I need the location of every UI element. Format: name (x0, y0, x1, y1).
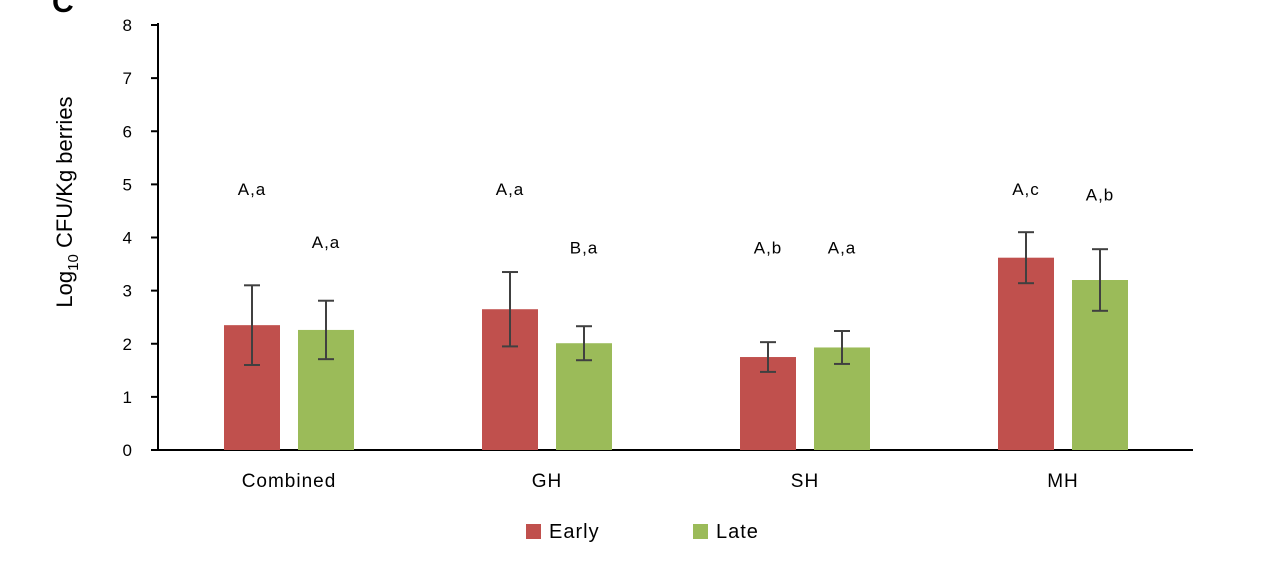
y-label-suffix: CFU/Kg berries (52, 96, 77, 254)
y-tick-label: 1 (123, 388, 132, 407)
y-tick-label: 3 (123, 282, 132, 301)
significance-label: A,a (496, 180, 525, 199)
y-axis-label: Log10 CFU/Kg berries (52, 96, 82, 307)
category-label: SH (791, 471, 819, 492)
legend-swatch-late (693, 524, 708, 539)
legend-label-early: Early (549, 521, 600, 543)
significance-label: A,a (828, 238, 857, 257)
significance-label: A,b (754, 238, 783, 257)
significance-label: A,b (1086, 185, 1115, 204)
y-tick-label: 4 (123, 229, 132, 248)
legend-label-late: Late (716, 521, 759, 543)
significance-label: A,a (238, 180, 267, 199)
category-labels: Combined GH SH MH (242, 471, 1079, 492)
category-label: GH (532, 471, 563, 492)
legend-swatch-early (526, 524, 541, 539)
error-bars (244, 231, 1108, 373)
y-tick-label: 2 (123, 335, 132, 354)
panel-letter: C (52, 0, 74, 19)
significance-label: A,c (1012, 180, 1040, 199)
y-tick-label: 7 (123, 69, 132, 88)
bars (224, 257, 1128, 450)
significance-labels: A,a A,a A,a B,a A,b A,a A,c A,b (238, 180, 1115, 257)
y-axis-title: Log10 CFU/Kg berries (52, 96, 82, 307)
y-tick-label: 5 (123, 175, 132, 194)
category-label: MH (1047, 471, 1079, 492)
y-label-subscript: 10 (65, 254, 82, 271)
bar-early (998, 257, 1054, 450)
y-tick-label: 8 (123, 16, 132, 35)
category-label: Combined (242, 471, 337, 492)
significance-label: A,a (312, 233, 341, 252)
legend: Early Late (526, 521, 759, 543)
y-tick-label: 0 (123, 441, 132, 460)
y-label-prefix: Log (52, 271, 77, 308)
significance-label: B,a (570, 238, 599, 257)
y-tick-label: 6 (123, 122, 132, 141)
